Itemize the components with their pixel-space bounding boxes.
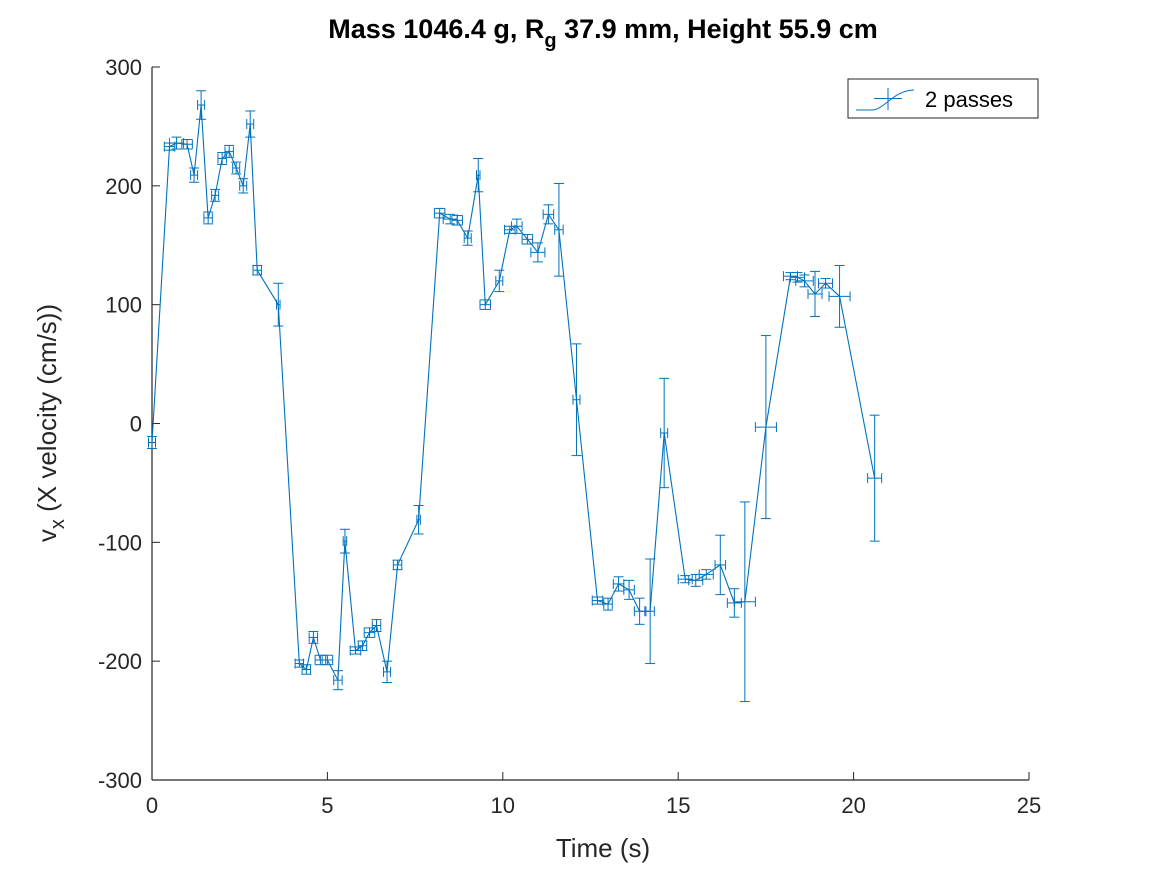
data-point [542, 204, 555, 225]
y-tick-label: 100 [105, 293, 142, 318]
data-point [371, 619, 382, 632]
data-point [413, 504, 424, 535]
data-point [224, 144, 235, 158]
data-point [181, 138, 193, 150]
x-tick-label: 25 [1017, 793, 1041, 818]
data-point [726, 588, 742, 618]
x-axis-title: Time (s) [556, 833, 650, 863]
data-point [339, 528, 350, 554]
x-tick-label: 15 [666, 793, 690, 818]
data-point [733, 501, 756, 703]
x-tick-label: 5 [321, 793, 333, 818]
legend-swatch-icon [856, 88, 915, 111]
x-tick-label: 0 [146, 793, 158, 818]
data-point [645, 558, 656, 665]
data-point [217, 152, 228, 165]
y-axis-title: vx (X velocity (cm/s)) [32, 304, 69, 542]
data-point [189, 167, 200, 183]
data-point [294, 658, 305, 669]
data-point [473, 158, 484, 193]
data-point [301, 664, 312, 675]
y-tick-label: -200 [98, 649, 142, 674]
legend: 2 passes [847, 78, 1039, 119]
y-tick-label: 300 [105, 55, 142, 80]
x-tick-label: 20 [841, 793, 865, 818]
legend-label: 2 passes [925, 87, 1013, 112]
y-tick-label: 0 [130, 412, 142, 437]
data-point [442, 213, 458, 225]
data-point [238, 178, 249, 194]
y-ticks: -300 -200 -100 0 100 200 300 [98, 55, 160, 793]
data-point [659, 377, 670, 489]
data-point [494, 269, 505, 293]
y-tick-label: -100 [98, 530, 142, 555]
data-point [332, 670, 343, 691]
chart-title: Mass 1046.4 g, Rg 37.9 mm, Height 55.9 c… [328, 14, 877, 52]
data-point [392, 559, 403, 571]
data-point [210, 188, 221, 202]
series-layer [147, 90, 883, 703]
data-point [818, 278, 834, 289]
data-point [273, 282, 284, 327]
data-point [714, 534, 727, 596]
y-axis-title-subscript: x [47, 519, 69, 529]
data-point [571, 343, 582, 457]
data-point [688, 573, 704, 587]
data-point [591, 595, 604, 606]
data-point [807, 270, 823, 318]
data-point [308, 630, 319, 644]
data-point [382, 660, 393, 684]
data-point [231, 161, 242, 175]
data-point [321, 654, 334, 666]
data-point [754, 335, 777, 520]
data-point [521, 234, 534, 245]
data-point [828, 264, 851, 328]
chart-title-subscript: g [544, 30, 556, 52]
data-point [245, 110, 256, 138]
data-point [479, 299, 492, 310]
data-point [196, 90, 207, 120]
data-point [553, 182, 564, 277]
data-point [698, 569, 714, 580]
data-point [623, 579, 635, 600]
data-point [203, 211, 214, 225]
data-point [795, 274, 814, 288]
data-point [363, 627, 376, 638]
data-point [603, 597, 614, 611]
data-point [511, 218, 523, 234]
data-point [252, 264, 263, 276]
y-tick-label: -300 [98, 768, 142, 793]
x-tick-label: 10 [491, 793, 515, 818]
data-point [530, 242, 546, 263]
data-point [633, 597, 646, 625]
data-point [677, 574, 693, 585]
y-tick-label: 200 [105, 174, 142, 199]
data-point [462, 230, 473, 246]
x-ticks: 0 5 10 15 20 25 [146, 772, 1041, 818]
series-group [147, 90, 883, 703]
data-point [357, 640, 368, 651]
data-point [451, 215, 463, 226]
data-point [867, 414, 883, 542]
data-point [147, 436, 157, 449]
